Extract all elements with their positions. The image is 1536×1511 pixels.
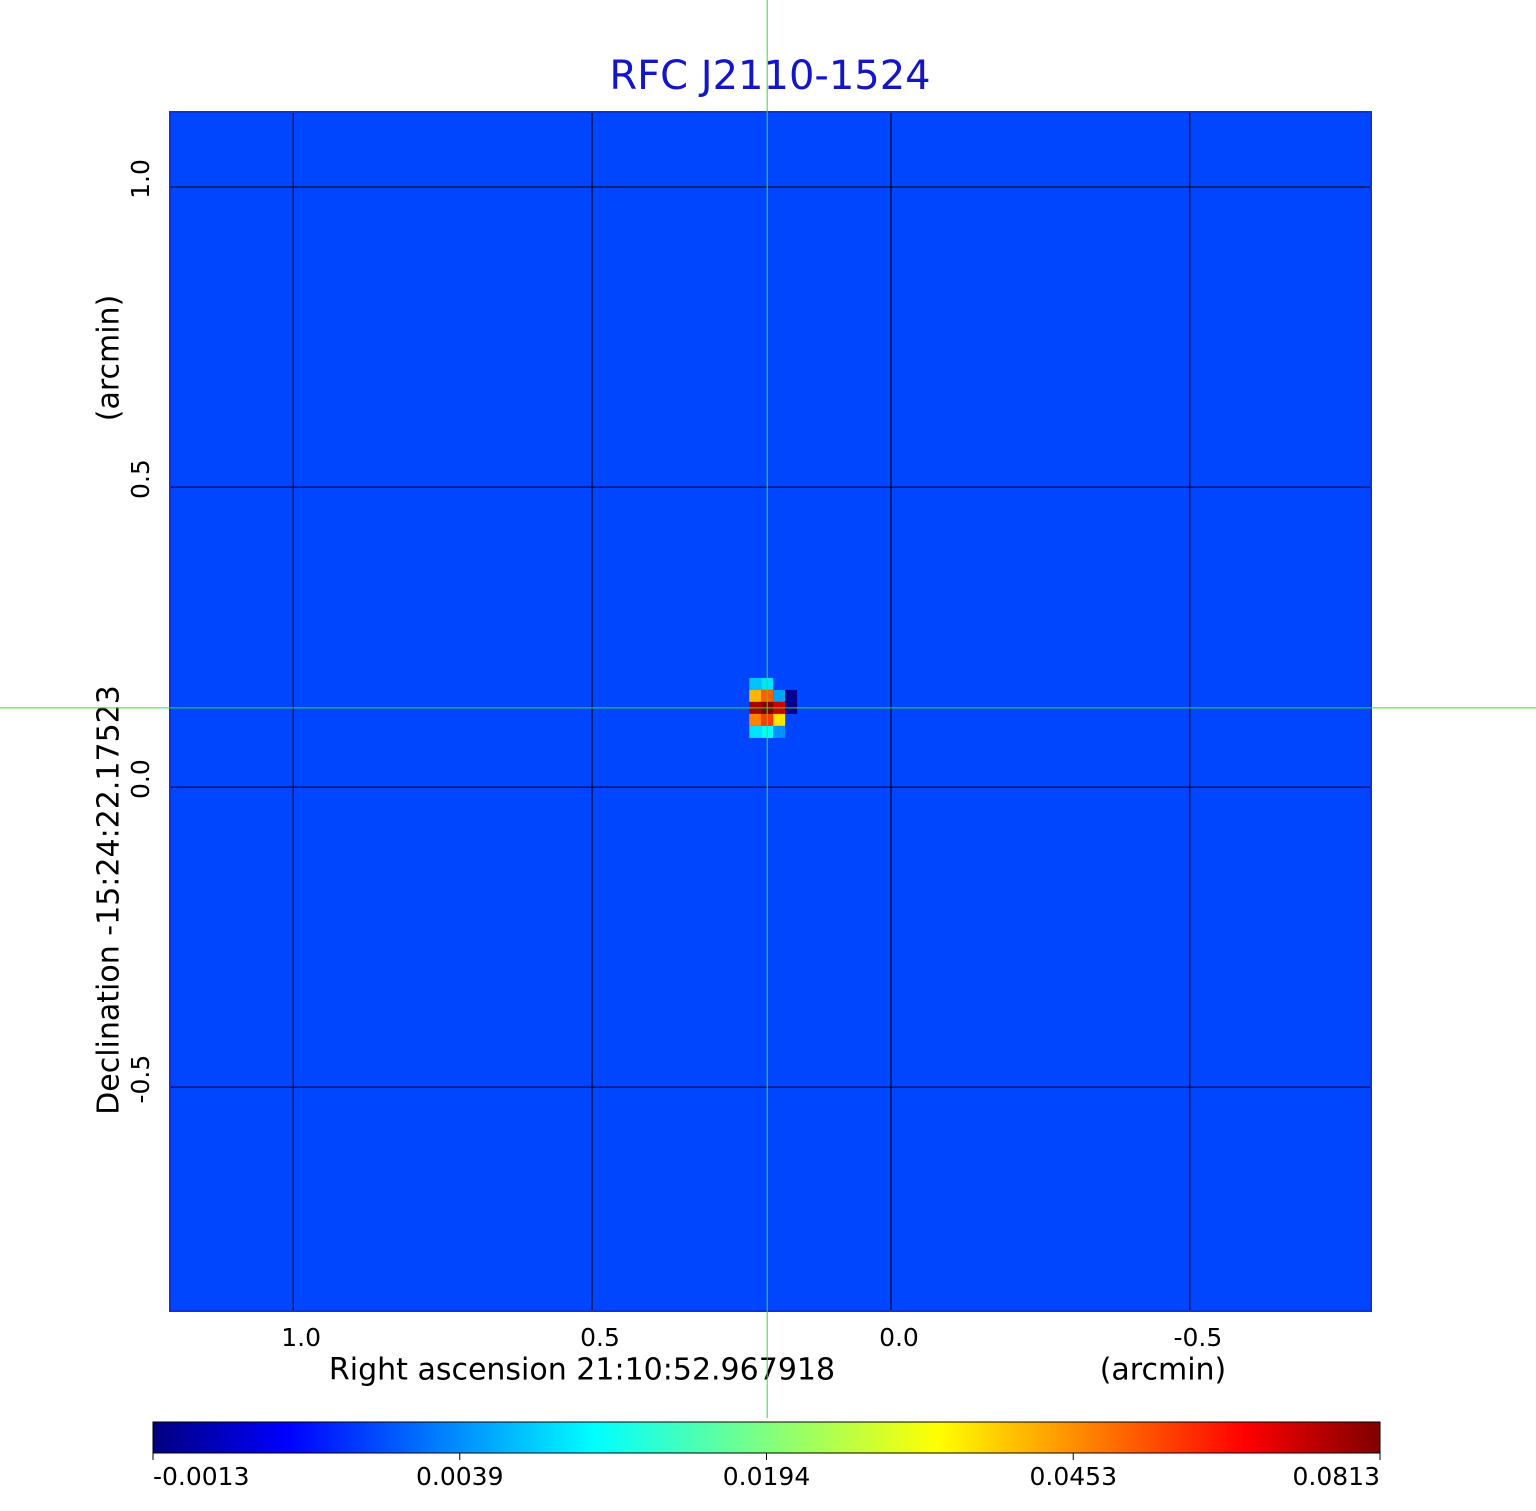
image-pixel bbox=[785, 689, 798, 702]
x-tick-label: 0.5 bbox=[580, 1323, 620, 1352]
image-pixel bbox=[749, 677, 762, 690]
x-tick-label: 1.0 bbox=[281, 1323, 321, 1352]
y-tick-label: -0.5 bbox=[126, 1055, 155, 1104]
image-pixel bbox=[749, 725, 762, 738]
image-pixel bbox=[749, 689, 762, 702]
image-pixel bbox=[773, 689, 786, 702]
y-axis-unit: (arcmin) bbox=[92, 295, 127, 422]
y-tick-label: 0.5 bbox=[126, 459, 155, 499]
x-tick-label: 0.0 bbox=[879, 1323, 919, 1352]
colorbar bbox=[152, 1421, 1381, 1454]
y-axis-label: Declination -15:24:22.17523 bbox=[92, 685, 127, 1115]
colorbar-tick-label: 0.0039 bbox=[416, 1462, 503, 1491]
chart-title: RFC J2110-1524 bbox=[609, 53, 930, 99]
colorbar-tick-label: 0.0813 bbox=[1293, 1462, 1380, 1491]
image-pixel bbox=[749, 713, 762, 726]
y-tick-label: 1.0 bbox=[126, 159, 155, 199]
image-pixel bbox=[773, 713, 786, 726]
colorbar-tick-label: 0.0453 bbox=[1030, 1462, 1117, 1491]
colorbar-tick-label: 0.0194 bbox=[723, 1462, 810, 1491]
image-pixel bbox=[773, 725, 786, 738]
x-axis-unit: (arcmin) bbox=[1100, 1353, 1227, 1388]
y-tick-label: 0.0 bbox=[126, 759, 155, 799]
x-tick-label: -0.5 bbox=[1173, 1323, 1222, 1352]
image-border bbox=[169, 111, 1372, 1312]
colorbar-tick-label: -0.0013 bbox=[153, 1462, 250, 1491]
x-axis-label: Right ascension 21:10:52.967918 bbox=[329, 1353, 835, 1388]
